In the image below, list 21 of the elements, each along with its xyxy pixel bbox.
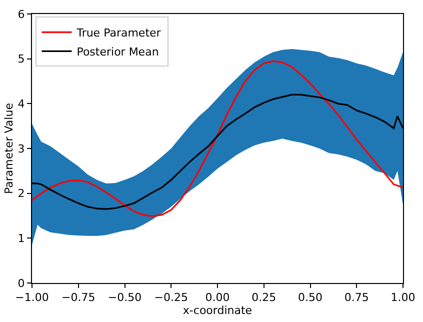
y-tick-label: 4: [18, 98, 25, 111]
x-tick-label: −0.50: [108, 291, 142, 304]
x-tick-label: 0.00: [205, 291, 230, 304]
legend-label: True Parameter: [76, 26, 162, 40]
legend-label: Posterior Mean: [76, 45, 159, 58]
y-tick-label: 5: [18, 52, 25, 66]
line-series: [32, 60, 403, 217]
y-axis-title: Parameter Value: [2, 102, 16, 194]
x-tick-label: −0.25: [154, 291, 188, 304]
x-tick-label: −0.75: [62, 291, 96, 304]
y-tick-label: 3: [18, 142, 25, 156]
y-tick-label: 2: [18, 187, 25, 200]
x-tick-label: 0.25: [252, 291, 276, 304]
x-tick-label: −1.00: [15, 291, 49, 304]
x-tick-label: 0.50: [298, 291, 322, 304]
y-tick-label: 1: [18, 232, 25, 246]
y-tick-label: 0: [18, 276, 25, 290]
x-tick-label: 1.00: [390, 291, 416, 304]
x-tick-label: 0.75: [344, 291, 369, 304]
x-axis-title: x-coordinate: [182, 304, 252, 318]
y-tick-label: 6: [18, 8, 25, 21]
